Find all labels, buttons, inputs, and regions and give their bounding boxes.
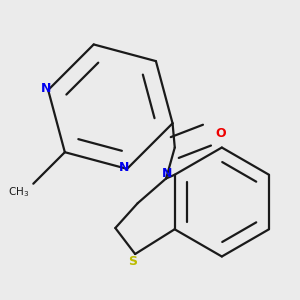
Text: CH$_3$: CH$_3$: [8, 185, 30, 199]
Text: O: O: [215, 128, 226, 140]
Text: S: S: [128, 255, 137, 268]
Text: N: N: [119, 161, 130, 174]
Text: N: N: [40, 82, 51, 95]
Text: N: N: [162, 167, 172, 180]
